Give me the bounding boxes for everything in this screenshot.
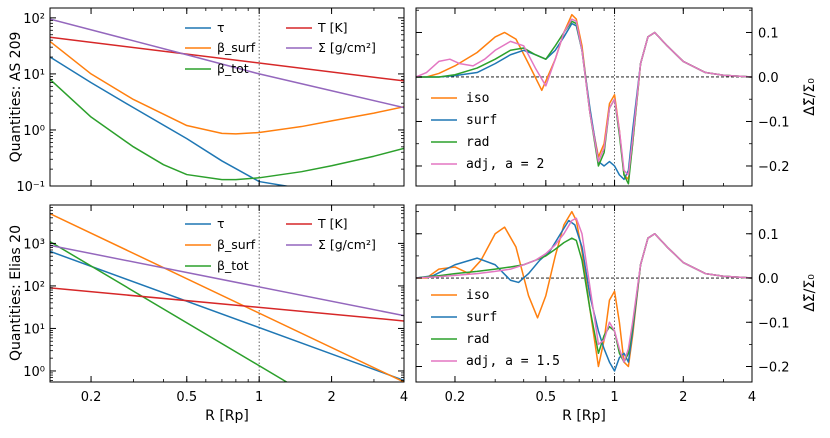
legend-label-beta-tot: β_tot bbox=[217, 61, 249, 76]
y-tick-label: 0.1 bbox=[758, 228, 779, 243]
y-tick-label: 10³ bbox=[23, 237, 45, 252]
series-line-T bbox=[50, 36, 404, 82]
panel-delta-sigma-elias20: 0.2 0.5 1 2 4 0.1 0.0 −0.1 −0.2 ΔΣ̃/Σ₀ R [Rp] is… bbox=[415, 204, 818, 424]
legend: τ β_surf β_tot T [K] Σ [g/cm²] bbox=[185, 216, 376, 273]
y-tick-label: −0.1 bbox=[758, 115, 790, 130]
x-axis-label: R [Rp] bbox=[205, 408, 249, 424]
series-line-beta_tot bbox=[50, 240, 288, 382]
x-tick-label: 1 bbox=[255, 390, 263, 405]
panel-quantities-as209: 10⁻¹ 10⁰ 10¹ 10² Quantities: AS 209 τ β_sur… bbox=[8, 7, 405, 195]
series-line-beta_surf bbox=[50, 40, 404, 135]
y-axis-label: ΔΣ̃/Σ₀ bbox=[802, 274, 818, 312]
x-tick-label: 1 bbox=[610, 390, 618, 405]
legend-label-beta-surf: β_surf bbox=[217, 237, 256, 252]
series-line-beta_tot bbox=[50, 78, 404, 181]
series-line-adj bbox=[416, 217, 752, 363]
series-line-beta_surf bbox=[50, 212, 404, 382]
legend-label-iso: iso bbox=[466, 288, 489, 303]
legend-label-rad: rad bbox=[466, 332, 489, 347]
legend-label-beta-surf: β_surf bbox=[217, 40, 256, 55]
y-tick-label: 0.1 bbox=[758, 26, 779, 41]
series-line-adj bbox=[416, 18, 752, 176]
legend-label-rad: rad bbox=[466, 135, 489, 150]
legend-label-adj: adj, a = 1.5 bbox=[466, 354, 560, 369]
y-tick-label: 10¹ bbox=[23, 68, 45, 83]
panel-quantities-elias20: 0.2 0.5 1 2 4 10⁰ 10¹ 10² 10³ Quantities: Elias … bbox=[8, 204, 408, 424]
x-tick-label: 4 bbox=[748, 390, 756, 405]
legend: τ β_surf β_tot T [K] Σ [g/cm²] bbox=[185, 20, 376, 76]
axes-frame bbox=[415, 204, 753, 383]
series-line-Sigma bbox=[50, 244, 404, 317]
y-tick-label: 10² bbox=[23, 12, 45, 27]
x-tick-label: 0.2 bbox=[81, 390, 102, 405]
y-tick-label: 10⁰ bbox=[23, 365, 45, 380]
y-tick-label: 10¹ bbox=[23, 322, 45, 337]
legend-label-sigma: Σ [g/cm²] bbox=[318, 40, 376, 55]
x-tick-label: 0.2 bbox=[445, 390, 466, 405]
y-tick-label: −0.2 bbox=[758, 361, 790, 376]
y-tick-label: 10⁰ bbox=[23, 124, 45, 139]
x-tick-label: 2 bbox=[327, 390, 335, 405]
legend-label-T: T [K] bbox=[317, 20, 348, 35]
legend-label-beta-tot: β_tot bbox=[217, 258, 249, 273]
axes-frame bbox=[49, 7, 405, 187]
y-axis-label: Quantities: Elias 20 bbox=[8, 225, 24, 361]
legend-label-tau: τ bbox=[217, 20, 225, 35]
legend: iso surf rad adj, a = 1.5 bbox=[431, 288, 560, 369]
y-tick-label: 10² bbox=[23, 280, 45, 295]
legend-label-surf: surf bbox=[466, 310, 497, 325]
x-tick-label: 0.5 bbox=[176, 390, 197, 405]
legend-label-iso: iso bbox=[466, 91, 489, 106]
legend-label-adj: adj, a = 2 bbox=[466, 157, 544, 172]
y-tick-label: −0.1 bbox=[758, 316, 790, 331]
x-tick-label: 2 bbox=[679, 390, 687, 405]
panel-delta-sigma-as209: 0.1 0.0 −0.1 −0.2 ΔΣ̃/Σ₀ iso surf rad adj, … bbox=[415, 7, 818, 187]
series-line-Sigma bbox=[50, 18, 404, 109]
x-tick-label: 0.5 bbox=[535, 390, 556, 405]
y-axis-label: ΔΣ̃/Σ₀ bbox=[802, 78, 818, 116]
y-tick-label: 0.0 bbox=[758, 71, 779, 86]
x-axis-label: R [Rp] bbox=[562, 408, 606, 424]
y-axis-label: Quantities: AS 209 bbox=[8, 32, 24, 163]
series-line-tau bbox=[50, 56, 291, 186]
legend-label-surf: surf bbox=[466, 113, 497, 128]
x-tick-label: 4 bbox=[400, 390, 408, 405]
legend-label-T: T [K] bbox=[317, 216, 348, 231]
axes-frame bbox=[415, 7, 753, 187]
axes-frame bbox=[49, 204, 405, 383]
y-tick-label: −0.2 bbox=[758, 160, 790, 175]
y-tick-label: 10⁻¹ bbox=[16, 180, 45, 195]
legend: iso surf rad adj, a = 2 bbox=[431, 91, 544, 172]
y-tick-label: 0.0 bbox=[758, 272, 779, 287]
series-line-tau bbox=[50, 250, 404, 382]
legend-label-sigma: Σ [g/cm²] bbox=[318, 237, 376, 252]
legend-label-tau: τ bbox=[217, 216, 225, 231]
series-line-T bbox=[50, 287, 404, 322]
